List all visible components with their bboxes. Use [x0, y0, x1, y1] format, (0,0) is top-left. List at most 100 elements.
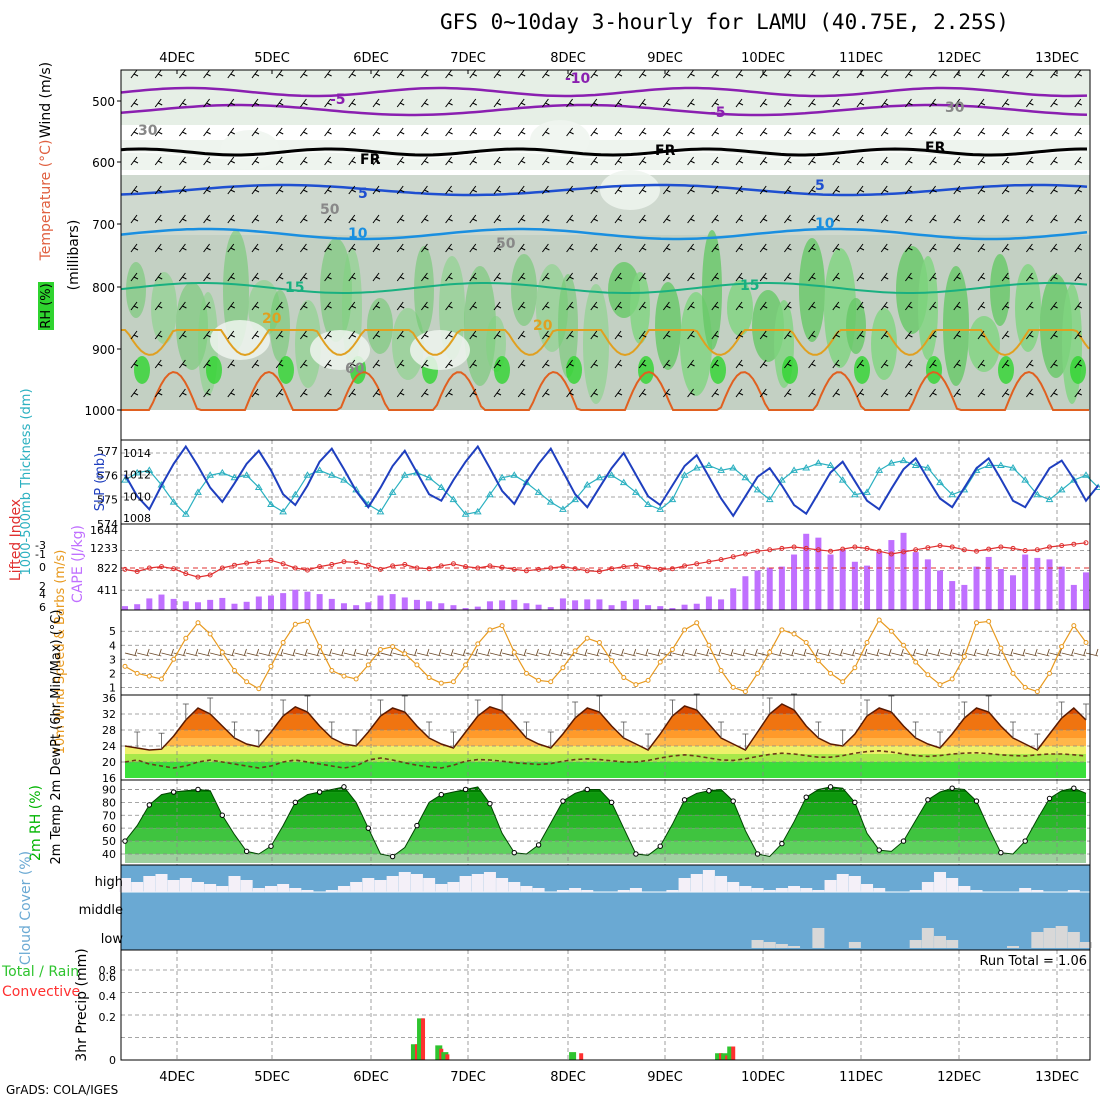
- wind-barb: [566, 127, 574, 137]
- wind10m-point: [475, 641, 481, 647]
- cape-bar: [766, 567, 773, 610]
- li-point: [986, 546, 992, 552]
- wind-barb: [905, 301, 913, 311]
- cape-bar: [474, 606, 481, 610]
- cape-bar: [657, 606, 664, 610]
- date-label-top: 4DEC: [159, 51, 195, 66]
- rh2m-point: [146, 802, 153, 808]
- wind-barb: [832, 330, 841, 340]
- contour-label: 5: [815, 178, 825, 194]
- wind-barb: [711, 185, 720, 195]
- wind-barb: [421, 330, 429, 340]
- rh-band: [121, 70, 1090, 125]
- li-point: [718, 557, 724, 563]
- cloud-high-bar: [800, 888, 813, 892]
- wind10m-barb: [1073, 648, 1087, 657]
- precip-conv-bar: [579, 1053, 584, 1060]
- li-point: [292, 565, 298, 571]
- rh2m-point: [292, 799, 299, 806]
- wind-barb: [614, 330, 623, 340]
- wind-barb: [953, 388, 962, 398]
- wind10m-barb: [891, 648, 904, 657]
- li-point: [450, 561, 456, 567]
- wind-barb: [542, 127, 550, 137]
- cloud-low-bar: [921, 928, 934, 948]
- wind-barb: [711, 330, 720, 340]
- cloud-high-bar: [556, 890, 569, 892]
- rh2m-point: [535, 842, 542, 848]
- cloud-high-bar: [775, 888, 788, 892]
- wind-barb: [880, 156, 889, 166]
- wind-barb: [1026, 185, 1034, 195]
- rh2m-point: [122, 838, 128, 844]
- wind-barb: [832, 301, 841, 311]
- cloud-low-bar: [1043, 928, 1056, 948]
- wind-barb: [372, 156, 381, 166]
- wind-barb: [614, 214, 623, 224]
- thickness-point: [473, 507, 482, 515]
- wind-barb: [493, 98, 502, 108]
- cape-bar: [158, 594, 165, 610]
- wind-barb: [784, 69, 792, 79]
- wind-barb: [856, 185, 865, 195]
- wind-barb: [735, 98, 744, 108]
- wind-barb: [179, 214, 187, 224]
- temp-band: [125, 762, 1086, 778]
- wind-barb: [735, 301, 744, 311]
- wind-barb: [1074, 69, 1083, 79]
- wind-barb: [590, 243, 599, 253]
- contour-label: -5: [330, 92, 346, 108]
- rh-moist-cell: [943, 266, 969, 386]
- li-tick-label: -1: [35, 548, 46, 561]
- thickness-point: [279, 507, 288, 515]
- cape-bar: [827, 554, 834, 610]
- wind-barb: [324, 185, 332, 195]
- thickness-point: [802, 463, 811, 471]
- rh2m-point: [243, 848, 250, 855]
- wind10m-barb: [964, 648, 977, 657]
- wind-barb: [251, 98, 260, 108]
- rh-moist-cell: [968, 316, 1000, 372]
- cloud-level-middle-label: middle: [79, 903, 123, 918]
- cape-bar: [997, 569, 1004, 610]
- rh-wet-cell: [638, 356, 654, 384]
- wind-barb: [130, 243, 139, 253]
- wind10m-point: [1034, 689, 1040, 695]
- wind10m-barb: [197, 648, 211, 657]
- thickness-point: [230, 473, 239, 481]
- cloud-high-bar: [666, 890, 679, 892]
- wind-barb: [759, 243, 768, 253]
- wind-barb: [396, 98, 405, 108]
- contour-label: 30: [138, 123, 158, 139]
- wind-barb: [1050, 243, 1058, 253]
- li-tick-label: -3: [35, 539, 46, 552]
- rh-wet-cell: [1070, 356, 1086, 384]
- wind-barb: [203, 359, 211, 369]
- wind-barb: [130, 301, 139, 311]
- wind-barb: [1050, 214, 1058, 224]
- thickness-point: [814, 459, 823, 466]
- temp-contour-minus5: [120, 103, 1088, 117]
- cloud-high-bar: [398, 872, 411, 892]
- precip-panel: [121, 950, 1090, 1060]
- wind10m-point: [669, 646, 675, 652]
- precip-total-bar: [721, 1053, 729, 1060]
- cloud-high-bar: [204, 884, 217, 892]
- wind-barb: [856, 388, 865, 398]
- wind-barb: [348, 359, 357, 369]
- cape-bar: [1058, 566, 1065, 610]
- cape-bar: [864, 565, 871, 610]
- temp2m-tick-label: 28: [102, 724, 116, 737]
- wind-barb: [953, 127, 962, 137]
- wind-barb: [663, 243, 671, 253]
- wind-barb: [711, 301, 720, 311]
- rh-band: [125, 802, 1086, 816]
- temp-band: [125, 746, 1086, 754]
- rh-moist-cell: [799, 238, 825, 342]
- wind-barb: [832, 185, 841, 195]
- thickness-point: [546, 498, 555, 505]
- wind-barb: [929, 69, 937, 79]
- thickness-point: [644, 500, 652, 507]
- cape-bar: [632, 599, 639, 610]
- thickness-axis-label: 1000-500mb Thickness (dm): [19, 388, 34, 575]
